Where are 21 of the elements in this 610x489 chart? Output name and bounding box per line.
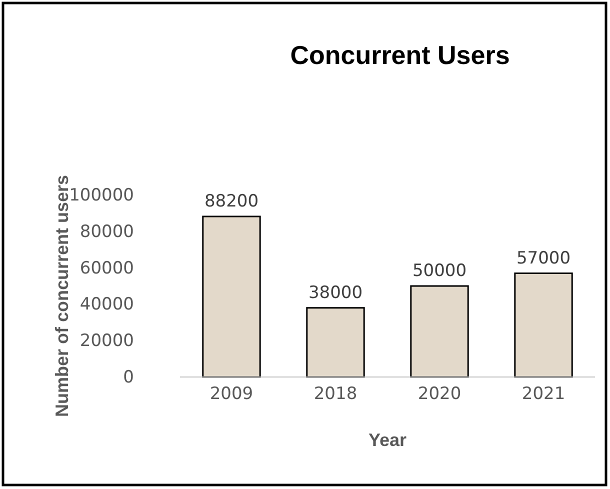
x-tick-label: 2018 bbox=[314, 384, 358, 404]
x-tick-label: 2009 bbox=[210, 384, 254, 404]
x-tick-label: 2020 bbox=[418, 384, 462, 404]
y-tick-label: 80000 bbox=[80, 222, 134, 242]
x-axis-title: Year bbox=[368, 430, 407, 450]
bar bbox=[306, 307, 365, 378]
y-axis-title: Number of concurrent users bbox=[52, 174, 72, 418]
data-label: 38000 bbox=[308, 282, 363, 303]
chart-title: Concurrent Users bbox=[290, 40, 510, 70]
bar bbox=[514, 272, 573, 378]
bar bbox=[410, 285, 469, 378]
data-label: 57000 bbox=[516, 248, 571, 268]
x-tick-label: 2021 bbox=[522, 384, 566, 404]
y-tick-label: 100000 bbox=[69, 185, 134, 206]
y-tick-label: 0 bbox=[123, 367, 134, 388]
y-tick-label: 20000 bbox=[80, 331, 134, 352]
y-tick-label: 60000 bbox=[80, 258, 134, 278]
bar bbox=[202, 216, 261, 378]
data-label: 88200 bbox=[204, 191, 259, 212]
y-tick-label: 40000 bbox=[80, 294, 134, 315]
data-label: 50000 bbox=[412, 261, 467, 281]
